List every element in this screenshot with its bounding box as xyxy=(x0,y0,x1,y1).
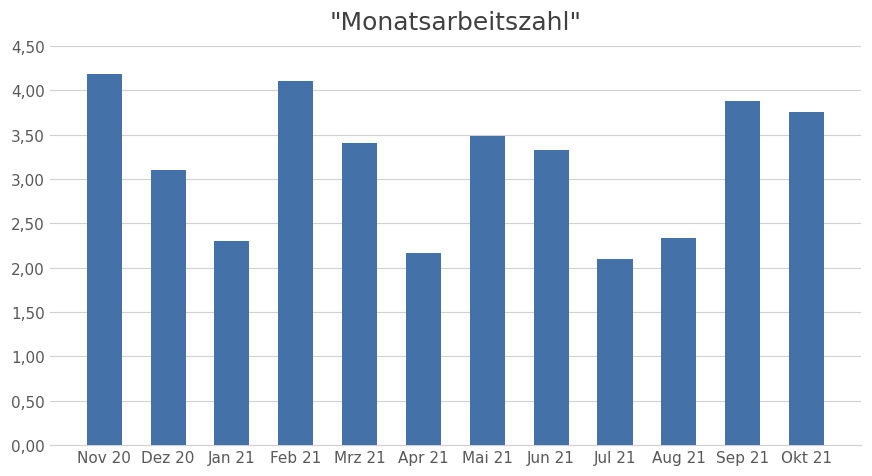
Title: "Monatsarbeitszahl": "Monatsarbeitszahl" xyxy=(330,11,582,35)
Bar xyxy=(342,144,378,445)
Bar xyxy=(405,253,441,445)
Bar xyxy=(151,170,186,445)
Bar xyxy=(278,82,313,445)
Bar xyxy=(534,150,569,445)
Bar xyxy=(597,259,632,445)
Bar xyxy=(86,75,122,445)
Bar xyxy=(726,101,760,445)
Bar xyxy=(789,113,824,445)
Bar xyxy=(470,137,505,445)
Bar xyxy=(215,241,249,445)
Bar xyxy=(661,239,697,445)
